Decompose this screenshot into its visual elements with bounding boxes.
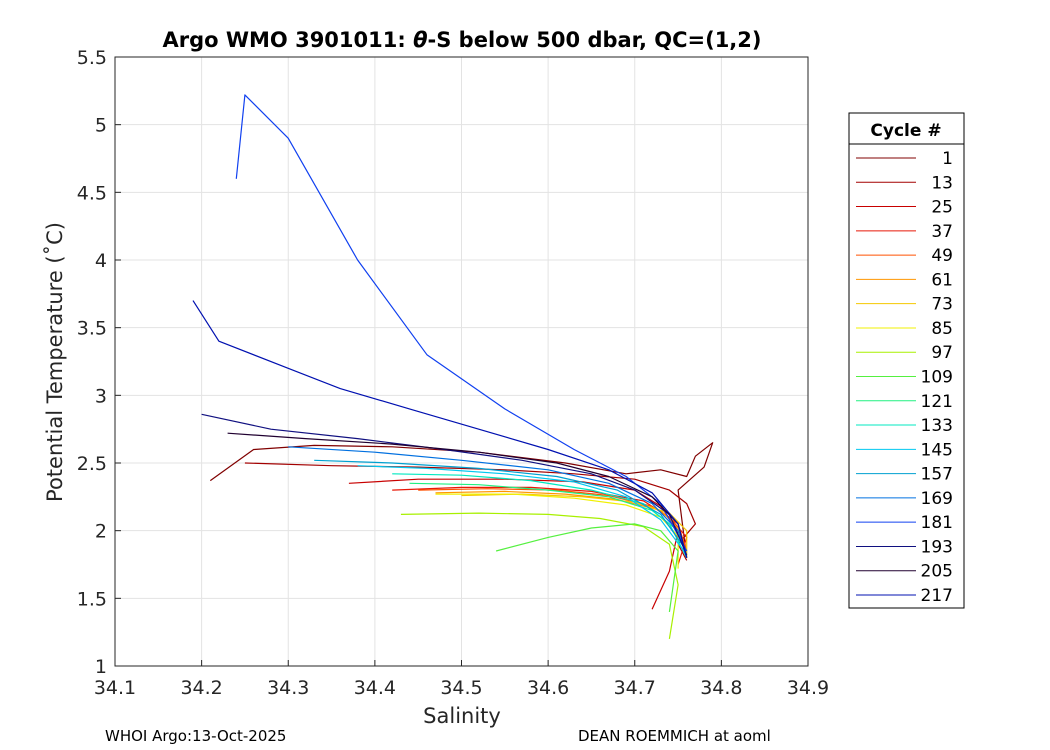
legend-label: 85	[931, 319, 953, 339]
axis-ticks: 34.1 34.2 34.3 34.4 34.5 34.6 34.7 34.8 34.911.5…	[77, 47, 829, 699]
legend-label: 193	[921, 537, 953, 557]
y-tick-label: 1.5	[77, 588, 107, 610]
x-tick-label: 34.6	[527, 677, 569, 699]
legend-label: 217	[921, 586, 953, 606]
x-tick-label: 34.9	[787, 677, 829, 699]
series-line-18	[192, 300, 688, 558]
legend-label: 73	[931, 295, 953, 315]
footer-right: DEAN ROEMMICH at aoml	[578, 727, 771, 745]
y-axis-label: Potential Temperature (˚C)	[43, 222, 67, 502]
x-tick-label: 34.7	[614, 677, 656, 699]
legend-label: 133	[921, 416, 953, 436]
legend-label: 97	[931, 343, 953, 363]
series-line-3	[392, 486, 688, 565]
series-line-12	[357, 465, 688, 556]
y-tick-label: 2.5	[77, 453, 107, 475]
x-tick-label: 34.4	[354, 677, 396, 699]
footer-left: WHOI Argo:13-Oct-2025	[105, 727, 286, 745]
series-line-15	[235, 94, 688, 552]
series-line-0	[209, 442, 714, 558]
y-tick-label: 4.5	[77, 182, 107, 204]
series-line-13	[314, 459, 688, 552]
legend-label: 181	[921, 513, 953, 533]
chart-title: Argo WMO 3901011: θ-S below 500 dbar, QC…	[162, 28, 761, 52]
legend-label: 157	[921, 465, 953, 485]
legend-label: 121	[921, 392, 953, 412]
series-line-11	[392, 473, 688, 558]
y-tick-label: 2	[95, 521, 107, 543]
legend-label: 205	[921, 562, 953, 582]
x-tick-label: 34.2	[180, 677, 222, 699]
x-tick-label: 34.3	[267, 677, 309, 699]
legend-label: 169	[921, 489, 953, 509]
legend-label: 145	[921, 440, 953, 460]
legend-label: 109	[921, 368, 953, 388]
legend-box	[848, 112, 965, 609]
x-tick-label: 34.8	[700, 677, 742, 699]
y-tick-label: 3.5	[77, 318, 107, 340]
series-line-16	[201, 413, 688, 556]
y-tick-label: 4	[95, 250, 107, 272]
y-tick-label: 5	[95, 115, 107, 137]
legend-title: Cycle #	[870, 121, 941, 141]
series-line-9	[495, 523, 679, 612]
x-tick-label: 34.1	[94, 677, 136, 699]
data-series	[192, 94, 714, 639]
y-tick-label: 3	[95, 385, 107, 407]
legend-label: 49	[931, 246, 953, 266]
legend-label: 61	[931, 270, 953, 290]
legend-label: 25	[931, 198, 953, 218]
y-tick-label: 1	[95, 656, 107, 678]
series-line-8	[400, 512, 679, 639]
series-line-17	[227, 432, 688, 558]
x-axis-label: Salinity	[423, 704, 501, 728]
y-tick-label: 5.5	[77, 47, 107, 69]
legend: Cycle # 1 13 25 37 49 61 73 85 97 109 121 133 145 157…	[848, 112, 965, 609]
legend-label: 13	[931, 173, 953, 193]
legend-label: 37	[931, 222, 953, 242]
legend-label: 1	[942, 149, 953, 169]
x-tick-label: 34.5	[440, 677, 482, 699]
